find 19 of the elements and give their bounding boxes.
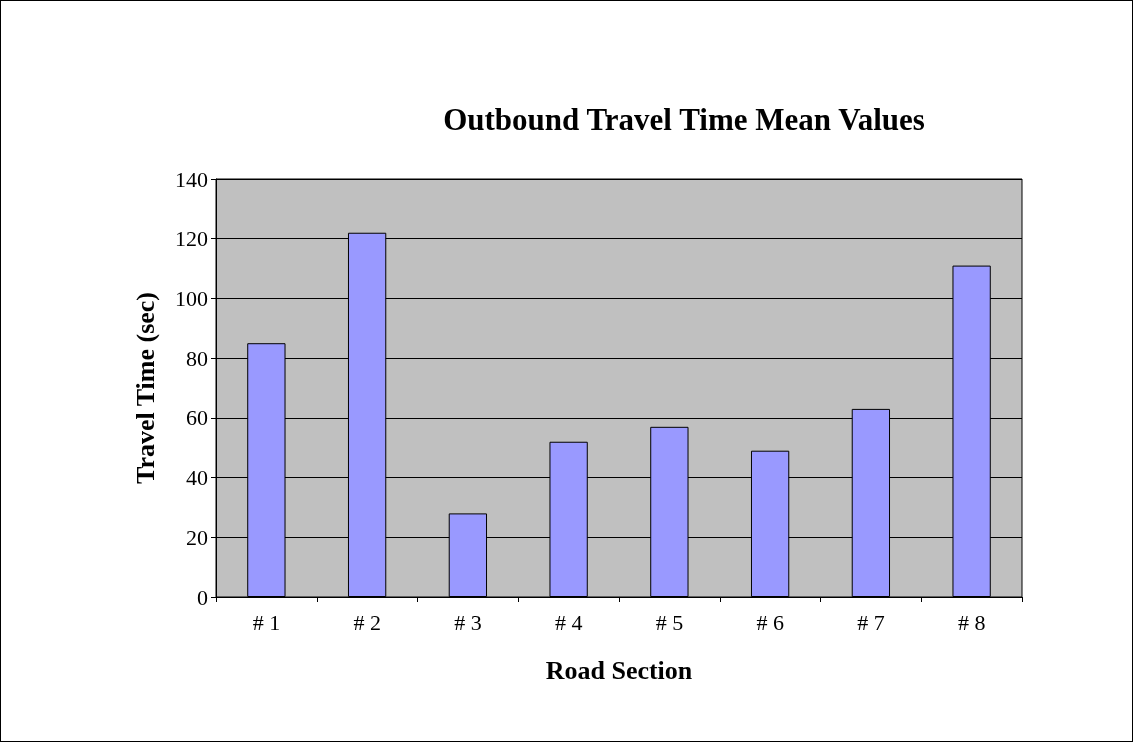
y-tick-label: 60 (186, 405, 208, 431)
x-tick-label: # 1 (252, 609, 281, 635)
x-tick-label: # 3 (454, 609, 482, 635)
y-axis-title: Travel Time (sec) (130, 291, 160, 485)
y-tick-label: 40 (186, 465, 208, 491)
x-tick-label: # 2 (353, 609, 381, 635)
y-tick-label: 100 (175, 285, 208, 311)
x-axis-title: Road Section (545, 655, 693, 685)
x-tick-label: # 8 (957, 609, 986, 635)
y-tick-label: 80 (186, 345, 208, 371)
y-tick-label: 20 (186, 524, 208, 550)
chart-title: Outbound Travel Time Mean Values (443, 102, 925, 137)
x-tick-label: # 7 (857, 609, 885, 635)
y-tick-label: 0 (197, 584, 208, 610)
x-tick-label: # 5 (655, 609, 684, 635)
y-tick-label: 120 (175, 226, 208, 252)
y-tick-label: 140 (175, 166, 208, 192)
x-tick-label: # 4 (554, 609, 583, 635)
x-tick-label: # 6 (756, 609, 784, 635)
